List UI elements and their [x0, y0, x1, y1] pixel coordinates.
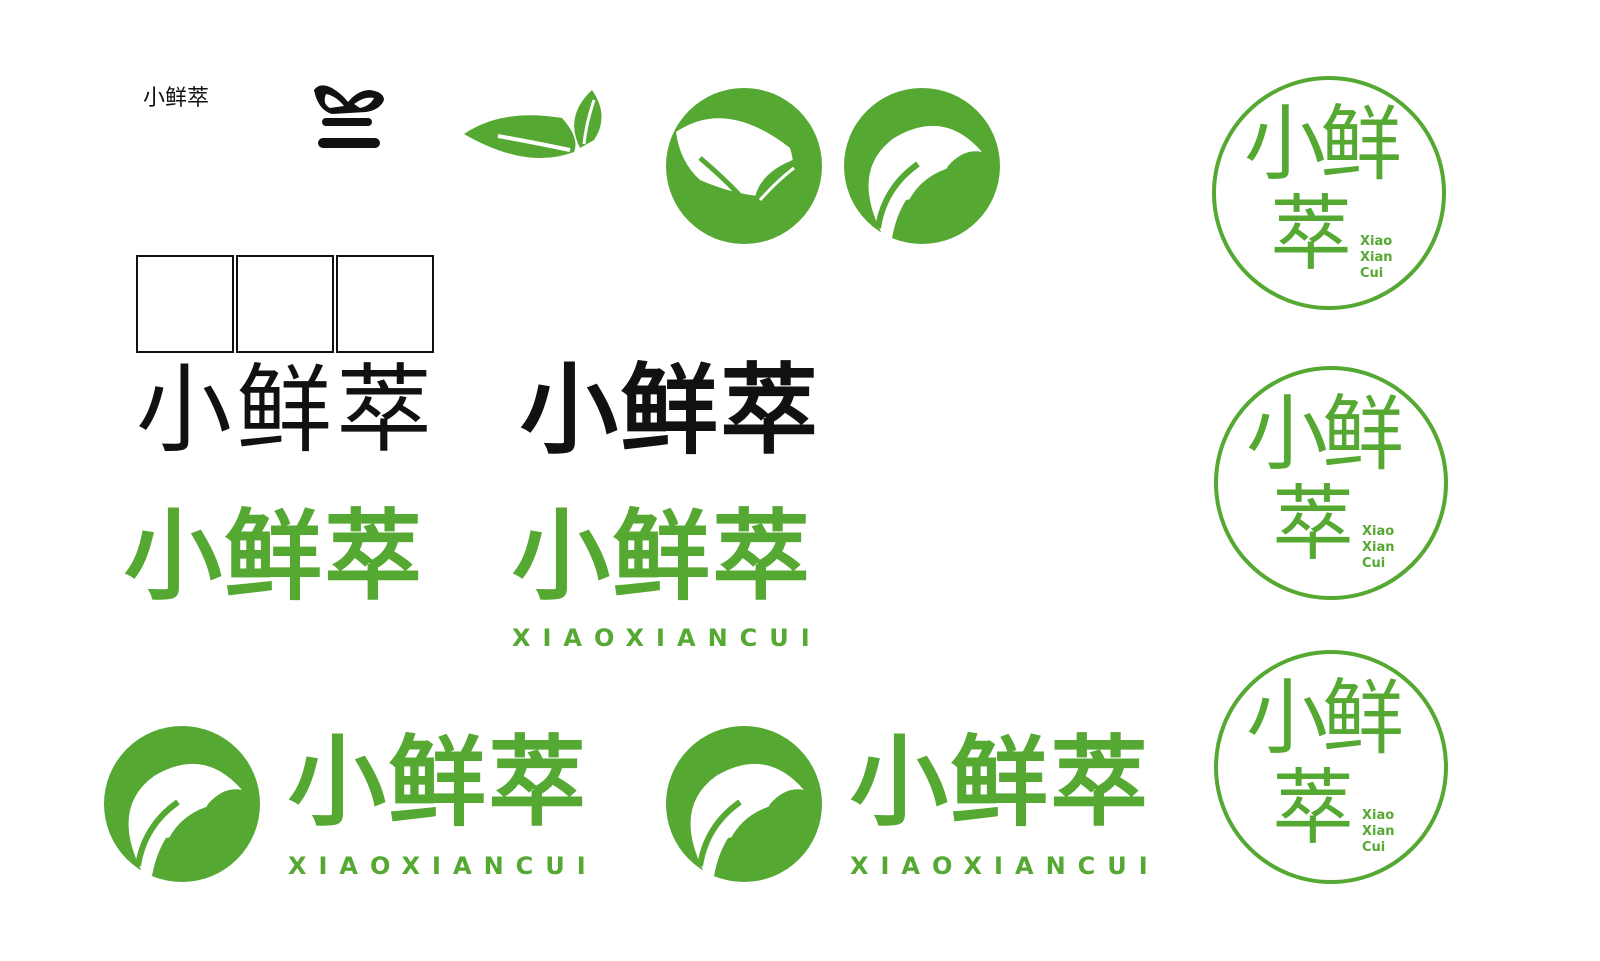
grid-box — [136, 255, 234, 353]
seal-text-top: 小鲜 — [1244, 97, 1402, 192]
seal-text-bottom: 萃 — [1272, 761, 1355, 856]
seal-text-bottom: 萃 — [1272, 477, 1355, 572]
lockup-pinyin: XIAOXIANCUI — [850, 852, 1160, 880]
seal-pinyin: Xiao Xian Cui — [1360, 234, 1393, 282]
seal-pinyin-1: Xiao — [1362, 808, 1395, 823]
circle-twin-leaf-icon — [666, 88, 822, 244]
seal-badge: 小鲜 萃 Xiao Xian Cui — [1214, 650, 1448, 884]
twin-leaf-icon — [462, 86, 607, 186]
seal-badge: 小鲜 萃 Xiao Xian Cui — [1214, 366, 1448, 600]
seal-pinyin-1: Xiao — [1360, 234, 1393, 249]
grid-box — [236, 255, 334, 353]
seal-pinyin: Xiao Xian Cui — [1362, 808, 1395, 856]
seal-pinyin-3: Cui — [1360, 266, 1384, 281]
wordmark-black: 小鲜萃 — [520, 354, 821, 468]
seal-pinyin-3: Cui — [1362, 840, 1386, 855]
lockup-wordmark: 小鲜萃 — [288, 726, 589, 840]
seal-pinyin-3: Cui — [1362, 556, 1386, 571]
lockup-wordmark: 小鲜萃 — [850, 726, 1151, 840]
wordmark-thin: 小鲜萃 — [136, 354, 436, 466]
seal-text-bottom: 萃 — [1270, 187, 1353, 282]
seal-pinyin-2: Xian — [1362, 540, 1395, 555]
sketch-leaf-icon — [310, 80, 390, 156]
lockup-pinyin: XIAOXIANCUI — [288, 852, 598, 880]
seal-pinyin-2: Xian — [1362, 824, 1395, 839]
seal-pinyin-2: Xian — [1360, 250, 1393, 265]
circle-sprout-icon — [844, 88, 1000, 244]
wordmark-green-with-pinyin: 小鲜萃 — [512, 500, 813, 614]
seal-pinyin-1: Xiao — [1362, 524, 1395, 539]
draft-plain-text: 小鲜萃 — [143, 86, 210, 111]
circle-sprout-icon — [666, 726, 822, 882]
pinyin-caption: XIAOXIANCUI — [512, 624, 822, 652]
grid-box — [336, 255, 434, 353]
wordmark-green: 小鲜萃 — [124, 500, 425, 614]
seal-text-top: 小鲜 — [1246, 671, 1404, 766]
seal-badge: 小鲜 萃 Xiao Xian Cui — [1212, 76, 1446, 310]
circle-sprout-icon — [104, 726, 260, 882]
seal-pinyin: Xiao Xian Cui — [1362, 524, 1395, 572]
seal-text-top: 小鲜 — [1246, 387, 1404, 482]
